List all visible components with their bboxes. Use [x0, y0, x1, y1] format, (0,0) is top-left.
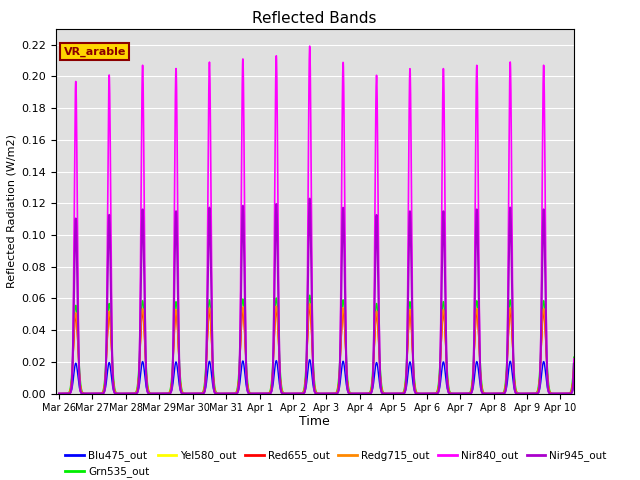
Red655_out — [55, 391, 63, 396]
Yel580_out — [395, 391, 403, 396]
Blu475_out — [306, 357, 314, 362]
Red655_out — [590, 391, 598, 396]
Nir840_out — [590, 391, 598, 396]
Nir945_out — [590, 391, 598, 396]
Legend: Blu475_out, Grn535_out, Yel580_out, Red655_out, Redg715_out, Nir840_out, Nir945_: Blu475_out, Grn535_out, Yel580_out, Red6… — [61, 446, 611, 480]
Grn535_out — [306, 292, 314, 298]
Grn535_out — [164, 390, 172, 396]
Yel580_out — [508, 334, 516, 340]
Line: Nir945_out: Nir945_out — [59, 199, 594, 394]
Nir945_out — [584, 391, 592, 396]
Yel580_out — [584, 391, 592, 396]
Blu475_out — [55, 391, 63, 396]
Redg715_out — [395, 391, 403, 396]
Nir945_out — [395, 391, 403, 396]
Redg715_out — [306, 301, 314, 307]
Yel580_out — [164, 391, 172, 396]
Nir840_out — [476, 361, 484, 367]
Nir945_out — [442, 338, 450, 344]
Redg715_out — [508, 334, 516, 340]
Nir840_out — [584, 391, 592, 396]
Blu475_out — [508, 371, 516, 377]
Grn535_out — [590, 391, 598, 396]
Yel580_out — [306, 301, 314, 307]
Nir840_out — [55, 391, 63, 396]
Red655_out — [476, 365, 484, 371]
Title: Reflected Bands: Reflected Bands — [252, 11, 377, 26]
Blu475_out — [584, 391, 592, 396]
Redg715_out — [164, 391, 172, 396]
Text: VR_arable: VR_arable — [63, 47, 126, 57]
Line: Blu475_out: Blu475_out — [59, 360, 594, 394]
Nir840_out — [306, 43, 314, 49]
Yel580_out — [476, 364, 484, 370]
Red655_out — [306, 304, 314, 310]
Redg715_out — [590, 391, 598, 396]
Red655_out — [508, 336, 516, 342]
Red655_out — [395, 391, 403, 396]
Grn535_out — [476, 357, 484, 362]
Nir840_out — [164, 391, 172, 396]
Yel580_out — [442, 350, 450, 356]
Grn535_out — [442, 342, 450, 348]
Blu475_out — [590, 391, 598, 396]
Redg715_out — [55, 391, 63, 396]
Line: Yel580_out: Yel580_out — [59, 304, 594, 394]
Nir945_out — [55, 391, 63, 396]
X-axis label: Time: Time — [300, 415, 330, 428]
Red655_out — [164, 391, 172, 396]
Yel580_out — [55, 391, 63, 396]
Redg715_out — [584, 391, 592, 396]
Nir945_out — [164, 391, 172, 396]
Blu475_out — [442, 377, 450, 383]
Line: Red655_out: Red655_out — [59, 307, 594, 394]
Nir945_out — [508, 299, 516, 304]
Grn535_out — [395, 391, 403, 396]
Red655_out — [584, 391, 592, 396]
Grn535_out — [584, 391, 592, 396]
Y-axis label: Reflected Radiation (W/m2): Reflected Radiation (W/m2) — [7, 134, 17, 288]
Line: Grn535_out: Grn535_out — [59, 295, 594, 394]
Yel580_out — [590, 391, 598, 396]
Nir840_out — [395, 391, 403, 396]
Line: Nir840_out: Nir840_out — [59, 46, 594, 394]
Grn535_out — [508, 325, 516, 331]
Blu475_out — [476, 383, 484, 388]
Nir945_out — [476, 365, 484, 371]
Redg715_out — [442, 350, 450, 356]
Blu475_out — [164, 391, 172, 396]
Red655_out — [442, 352, 450, 358]
Blu475_out — [395, 391, 403, 396]
Line: Redg715_out: Redg715_out — [59, 304, 594, 394]
Redg715_out — [476, 364, 484, 370]
Grn535_out — [55, 391, 63, 396]
Nir840_out — [442, 320, 450, 326]
Nir945_out — [306, 196, 314, 202]
Nir840_out — [508, 251, 516, 257]
